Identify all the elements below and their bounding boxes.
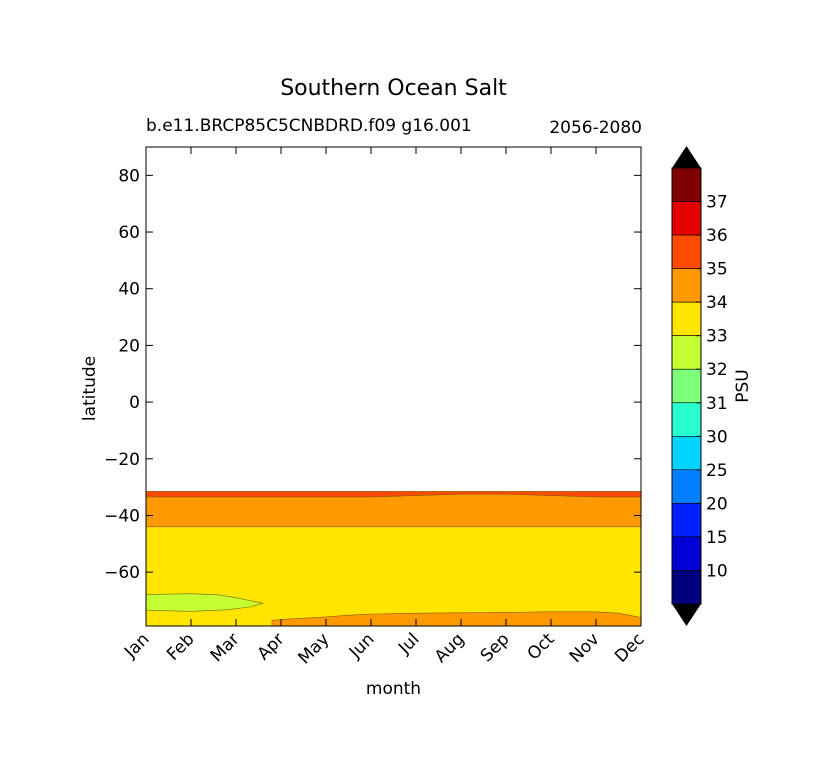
- colorbar-tick-label: 15: [706, 528, 728, 548]
- x-tick-label: Dec: [611, 629, 648, 666]
- y-tick-label: −60: [104, 563, 140, 583]
- colorbar-tick-label: 35: [706, 260, 728, 280]
- chart-subtitle-case: b.e11.BRCP85C5CNBDRD.f09 g16.001: [146, 116, 472, 136]
- y-tick-label: 60: [118, 223, 140, 243]
- y-tick-label: −40: [104, 506, 140, 526]
- x-axis-label: month: [366, 679, 421, 699]
- colorbar-swatch: [671, 436, 702, 471]
- x-tick-label: Aug: [431, 629, 469, 667]
- colorbar-swatch: [671, 335, 702, 370]
- colorbar-tick-label: 31: [706, 394, 728, 414]
- colorbar-swatch: [671, 469, 702, 504]
- x-tick-label: Oct: [524, 629, 559, 664]
- colorbar-tick-label: 34: [706, 293, 728, 313]
- plot-frame: [145, 146, 642, 627]
- x-tick-label: Nov: [566, 629, 604, 667]
- contour-band-33-34: [146, 526, 641, 626]
- colorbar-swatch: [671, 201, 702, 236]
- x-tick-label: Jul: [394, 629, 423, 658]
- contour-patch-orange: [271, 611, 641, 626]
- chart-title: Southern Ocean Salt: [280, 76, 507, 101]
- x-tick-label: Jan: [120, 629, 153, 662]
- y-tick-label: 20: [118, 336, 140, 356]
- colorbar-swatch: [671, 570, 702, 605]
- colorbar-swatch: [671, 368, 702, 404]
- contour-patch-green: [146, 593, 264, 612]
- x-tick-label: Sep: [477, 629, 514, 666]
- colorbar-extend-over: [672, 146, 701, 168]
- colorbar-label: PSU: [733, 369, 753, 403]
- colorbar-swatch: [671, 268, 702, 303]
- y-tick-label: 80: [118, 166, 140, 186]
- colorbar-tick-label: 32: [706, 360, 728, 380]
- colorbar-swatch: [671, 234, 702, 269]
- colorbar-tick-label: 33: [706, 327, 728, 347]
- y-tick-label: 40: [118, 280, 140, 300]
- colorbar-tick-label: 30: [706, 427, 728, 447]
- chart-subtitle-years: 2056-2080: [549, 118, 642, 138]
- colorbar-tick-label: 25: [706, 461, 728, 481]
- colorbar-extend-under: [672, 604, 701, 626]
- colorbar-tick-label: 36: [706, 226, 728, 246]
- x-tick-label: Jun: [345, 629, 379, 663]
- colorbar-swatch: [671, 402, 702, 437]
- colorbar: 10 15 20 25 30 31 32 33 34 35 36 37 PSU: [671, 146, 753, 626]
- colorbar-swatch: [671, 536, 702, 571]
- x-tick-label: Mar: [207, 629, 244, 666]
- colorbar-swatch: [671, 301, 702, 336]
- y-axis-label: latitude: [80, 356, 100, 421]
- y-tick-label: 0: [129, 393, 140, 413]
- colorbar-tick-label: 37: [706, 193, 728, 213]
- x-tick-label: May: [295, 629, 334, 668]
- colorbar-tick-label: 10: [706, 561, 728, 581]
- colorbar-swatch: [671, 503, 702, 538]
- y-tick-label: −20: [104, 450, 140, 470]
- colorbar-swatch: [671, 167, 702, 202]
- contour-band-34-35: [146, 493, 641, 528]
- x-tick-label: Apr: [254, 629, 289, 664]
- x-tick-label: Feb: [163, 629, 198, 664]
- colorbar-tick-label: 20: [706, 494, 728, 514]
- contour-fills: [146, 491, 641, 626]
- colorbar-frame: [671, 167, 702, 605]
